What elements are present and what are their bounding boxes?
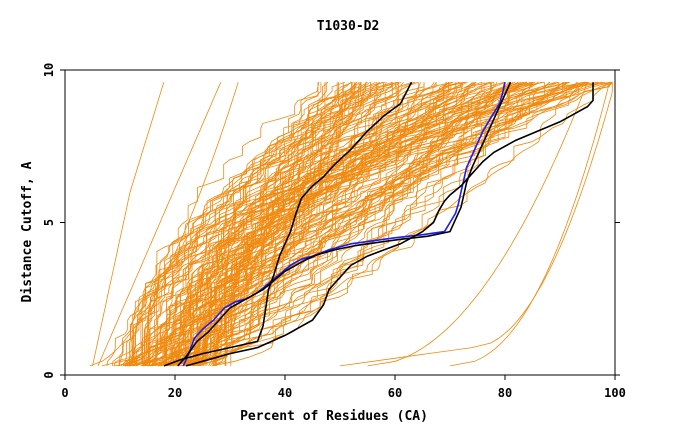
chart-title: T1030-D2 bbox=[317, 19, 380, 34]
model-curve-121 bbox=[162, 81, 346, 366]
model-curve-147 bbox=[146, 81, 545, 367]
model-curve-78 bbox=[150, 81, 542, 367]
model-curve-16 bbox=[183, 81, 415, 367]
model-curve-82 bbox=[131, 82, 322, 366]
model-curve-45 bbox=[125, 81, 582, 367]
x-tick-label-0: 0 bbox=[61, 386, 68, 400]
y-tick-label-0: 0 bbox=[42, 371, 56, 378]
model-curve-148 bbox=[197, 82, 362, 367]
model-curve-152 bbox=[89, 82, 239, 367]
x-tick-label-100: 100 bbox=[604, 386, 626, 400]
model-curve-128 bbox=[199, 81, 613, 367]
x-tick-label-80: 80 bbox=[498, 386, 512, 400]
model-curve-146 bbox=[101, 81, 473, 367]
model-curve-65 bbox=[169, 81, 587, 367]
x-axis-label: Percent of Residues (CA) bbox=[240, 409, 428, 424]
model-curve-21 bbox=[127, 81, 476, 367]
model-curve-154 bbox=[449, 82, 610, 367]
model-curve-33 bbox=[135, 81, 419, 367]
model-curve-93 bbox=[172, 81, 551, 366]
model-curve-99 bbox=[173, 82, 519, 366]
model-curve-6 bbox=[157, 82, 449, 367]
model-curve-140 bbox=[142, 82, 509, 367]
model-curve-90 bbox=[150, 81, 398, 367]
model-curve-153 bbox=[339, 82, 613, 367]
model-curve-155 bbox=[367, 82, 588, 367]
model-curve-127 bbox=[142, 81, 435, 366]
model-curve-132 bbox=[178, 82, 339, 366]
model-curve-141 bbox=[198, 81, 514, 367]
y-tick-label-5: 5 bbox=[42, 219, 56, 226]
y-axis-label: Distance Cutoff, A bbox=[20, 161, 35, 302]
model-curves-bundle bbox=[89, 81, 613, 367]
ticks-layer: 0 20 40 60 80 100 0 5 10 bbox=[42, 63, 626, 400]
model-curve-103 bbox=[157, 81, 413, 367]
model-curve-36 bbox=[211, 82, 495, 367]
highlight-series-2 bbox=[163, 81, 413, 367]
model-curve-108 bbox=[106, 81, 416, 366]
model-curve-18 bbox=[192, 82, 531, 367]
y-tick-label-10: 10 bbox=[42, 63, 56, 77]
model-curve-135 bbox=[208, 81, 506, 367]
model-curve-122 bbox=[113, 81, 613, 367]
x-tick-label-60: 60 bbox=[388, 386, 402, 400]
model-curve-104 bbox=[140, 81, 587, 367]
model-curve-41 bbox=[166, 81, 559, 367]
model-curve-150 bbox=[92, 82, 165, 366]
x-tick-label-20: 20 bbox=[168, 386, 182, 400]
x-tick-label-40: 40 bbox=[278, 386, 292, 400]
model-curve-131 bbox=[134, 82, 377, 366]
model-curve-119 bbox=[215, 82, 360, 366]
model-curve-66 bbox=[148, 81, 386, 367]
model-curve-96 bbox=[133, 81, 461, 367]
highlight-series-3 bbox=[185, 82, 594, 367]
model-curve-117 bbox=[151, 82, 498, 367]
model-curve-23 bbox=[123, 82, 392, 367]
model-curve-138 bbox=[174, 82, 563, 366]
model-curve-4 bbox=[122, 81, 613, 367]
model-curve-142 bbox=[125, 81, 368, 367]
model-curve-98 bbox=[144, 81, 381, 367]
model-curve-120 bbox=[172, 82, 361, 366]
model-curve-151 bbox=[97, 82, 222, 367]
highlight-series-1 bbox=[177, 81, 512, 367]
highlight-series-0 bbox=[182, 82, 506, 367]
model-curve-143 bbox=[165, 81, 588, 366]
model-curve-137 bbox=[202, 81, 510, 366]
model-curve-125 bbox=[147, 82, 425, 367]
model-curve-144 bbox=[176, 81, 490, 366]
model-curve-133 bbox=[192, 81, 450, 367]
series-layer bbox=[89, 81, 613, 367]
model-curve-112 bbox=[143, 81, 533, 366]
model-curve-149 bbox=[224, 82, 379, 366]
model-curve-145 bbox=[168, 82, 319, 366]
